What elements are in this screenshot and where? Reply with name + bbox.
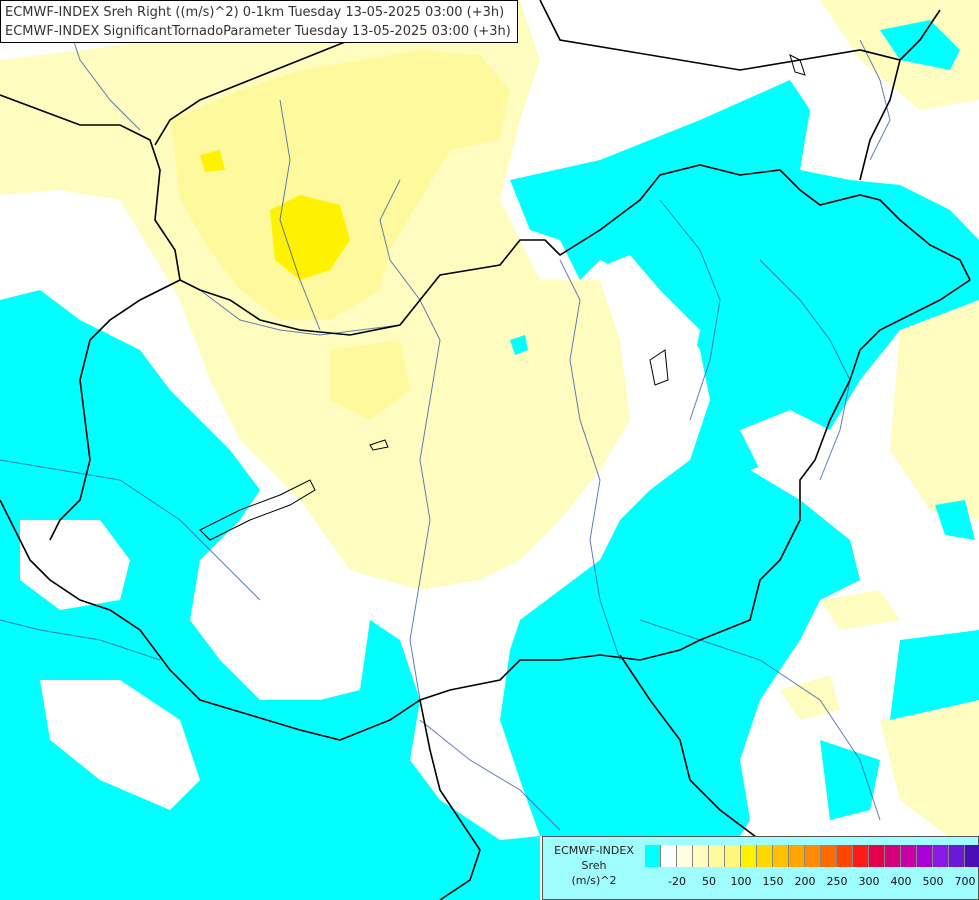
legend-swatch — [933, 845, 949, 867]
legend-swatch — [949, 845, 965, 867]
legend-swatch — [965, 845, 979, 867]
legend-swatch — [821, 845, 837, 867]
legend-swatch — [853, 845, 869, 867]
rivers — [0, 0, 891, 831]
legend-swatches — [645, 845, 979, 867]
legend-swatch — [837, 845, 853, 867]
legend-tick-label: 250 — [826, 875, 848, 888]
title-line-sreh: ECMWF-INDEX Sreh Right ((m/s)^2) 0-1km T… — [5, 5, 505, 20]
legend-tick-label: 300 — [858, 875, 880, 888]
neutral-areas — [605, 255, 830, 470]
legend-swatch — [757, 845, 773, 867]
legend-tick-label: 50 — [702, 875, 716, 888]
legend-tick-label: -20 — [668, 875, 686, 888]
title-box: ECMWF-INDEX Sreh Right ((m/s)^2) 0-1km T… — [0, 0, 518, 43]
moderate-areas — [170, 50, 510, 420]
lakes — [199, 54, 806, 541]
legend-tick-label: 700 — [954, 875, 976, 888]
legend-ticks: -20 50 100 150 200 250 300 400 500 700 — [643, 875, 978, 891]
legend-swatch — [725, 845, 741, 867]
legend-unit: (m/s)^2 — [571, 874, 617, 887]
color-legend: ECMWF-INDEX Sreh (m/s)^2 -20 50 100 150 200 2… — [542, 836, 979, 900]
legend-swatch — [885, 845, 901, 867]
legend-swatch — [645, 845, 661, 867]
legend-source: ECMWF-INDEX — [554, 844, 634, 857]
legend-swatch — [773, 845, 789, 867]
legend-swatch — [869, 845, 885, 867]
legend-swatch — [741, 845, 757, 867]
title-line-stp: ECMWF-INDEX SignificantTornadoParameter … — [5, 24, 511, 39]
legend-swatch — [805, 845, 821, 867]
legend-tick-label: 200 — [794, 875, 816, 888]
legend-tick-label: 500 — [922, 875, 944, 888]
legend-swatch — [709, 845, 725, 867]
legend-tick-label: 400 — [890, 875, 912, 888]
legend-label: ECMWF-INDEX Sreh (m/s)^2 — [546, 843, 642, 888]
legend-swatch — [789, 845, 805, 867]
legend-swatch — [661, 845, 677, 867]
legend-variable: Sreh — [581, 859, 607, 872]
legend-swatch — [693, 845, 709, 867]
legend-tick-label: 100 — [730, 875, 752, 888]
legend-tick-label: 150 — [762, 875, 784, 888]
legend-swatch — [917, 845, 933, 867]
high-areas — [200, 150, 350, 280]
legend-swatch — [901, 845, 917, 867]
legend-swatch — [677, 845, 693, 867]
